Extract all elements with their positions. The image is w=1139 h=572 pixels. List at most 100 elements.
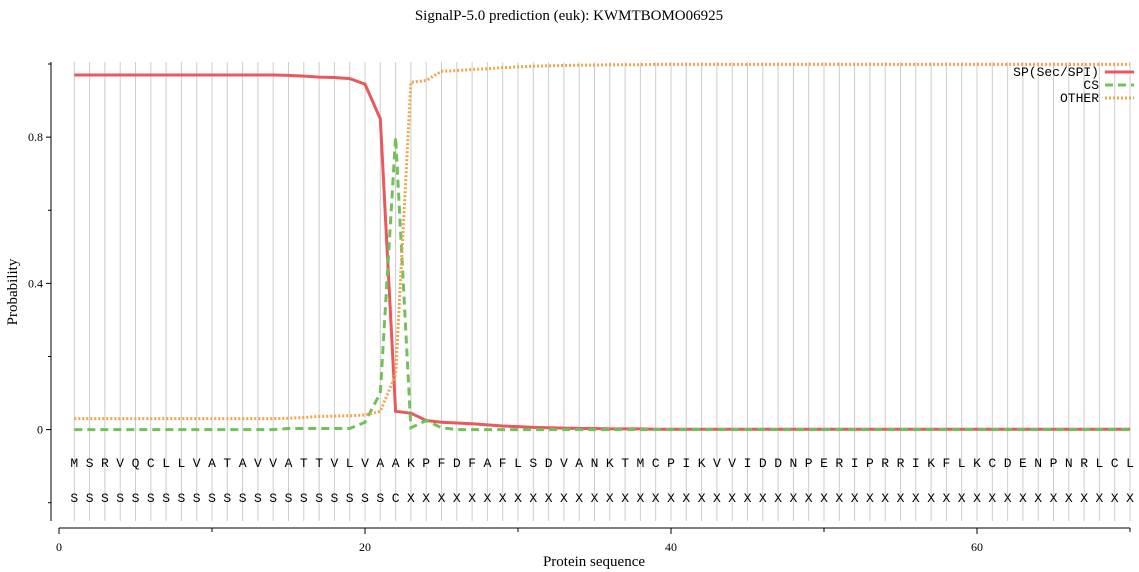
prediction-letter: X (499, 491, 507, 506)
prediction-letter: X (805, 491, 813, 506)
sequence-letter: M (636, 456, 644, 471)
sequence-letter: P (667, 456, 675, 471)
prediction-letter: X (988, 491, 996, 506)
series-line (74, 73, 1130, 431)
prediction-letter: S (162, 491, 170, 506)
sequence-letter: R (881, 456, 889, 471)
prediction-letter: C (392, 491, 400, 506)
prediction-letter: X (774, 491, 782, 506)
sequence-letter: R (835, 456, 843, 471)
y-axis-label: Probability (5, 258, 21, 325)
sequence-letter: L (162, 456, 170, 471)
sequence-letter: T (300, 456, 308, 471)
sequence-letter: A (575, 456, 583, 471)
prediction-letter: X (545, 491, 553, 506)
prediction-letter: S (330, 491, 338, 506)
sequence-letter: K (407, 456, 415, 471)
prediction-letter: X (591, 491, 599, 506)
sequence-letter: T (315, 456, 323, 471)
prediction-letter: S (269, 491, 277, 506)
sequence-letter: A (239, 456, 247, 471)
sequence-letter: C (1111, 456, 1119, 471)
prediction-letter: S (132, 491, 140, 506)
prediction-letter: S (346, 491, 354, 506)
prediction-letter: S (101, 491, 109, 506)
prediction-letter: X (514, 491, 522, 506)
sequence-letter: I (744, 456, 752, 471)
x-tick-label: 0 (56, 540, 62, 554)
series-line (74, 62, 1130, 421)
prediction-letter: X (820, 491, 828, 506)
sequence-letter: V (330, 456, 338, 471)
sequence-letter: I (912, 456, 920, 471)
prediction-letter: X (851, 491, 859, 506)
prediction-letter: X (667, 491, 675, 506)
prediction-letter: S (315, 491, 323, 506)
prediction-letter: X (1111, 491, 1119, 506)
sequence-letter: L (177, 456, 185, 471)
sequence-letter: F (499, 456, 507, 471)
sequence-letter: N (1065, 456, 1073, 471)
sequence-letter: P (422, 456, 430, 471)
legend-label: SP(Sec/SPI) (1013, 65, 1099, 80)
sequence-letter: F (942, 456, 950, 471)
prediction-letter: X (835, 491, 843, 506)
prediction-letter: X (942, 491, 950, 506)
prediction-letter: X (1050, 491, 1058, 506)
prediction-letter: X (453, 491, 461, 506)
prediction-letter: S (208, 491, 216, 506)
sequence-letter: V (560, 456, 568, 471)
prediction-letter: X (713, 491, 721, 506)
sequence-letter: D (759, 456, 767, 471)
sequence-letter: L (514, 456, 522, 471)
prediction-letter: X (1095, 491, 1103, 506)
prediction-letter: X (866, 491, 874, 506)
sequence-letter: C (988, 456, 996, 471)
prediction-letter: X (652, 491, 660, 506)
sequence-letter: V (254, 456, 262, 471)
prediction-letter: X (958, 491, 966, 506)
prediction-letter: S (239, 491, 247, 506)
y-tick-label: 0 (37, 423, 43, 437)
legend-label: CS (1083, 78, 1099, 93)
sequence-letter: P (1050, 456, 1058, 471)
x-tick-label: 20 (359, 540, 371, 554)
sequence-letter: K (698, 456, 706, 471)
sequence-letter: S (529, 456, 537, 471)
prediction-letter: S (285, 491, 293, 506)
sequence-letter: A (285, 456, 293, 471)
prediction-letter: X (1034, 491, 1042, 506)
sequence-letter: N (789, 456, 797, 471)
prediction-letter: X (912, 491, 920, 506)
sequence-letter: Q (132, 456, 140, 471)
sequence-letter: L (958, 456, 966, 471)
sequence-letter: A (376, 456, 384, 471)
sequence-letter: I (682, 456, 690, 471)
sequence-letter: V (361, 456, 369, 471)
series-line (74, 137, 1130, 432)
prediction-letter: X (621, 491, 629, 506)
prediction-letter: X (468, 491, 476, 506)
sequence-letter: M (70, 456, 78, 471)
prediction-letter: S (116, 491, 124, 506)
y-tick-label: 0.8 (28, 130, 43, 144)
prediction-letter: X (881, 491, 889, 506)
prediction-letter: X (1080, 491, 1088, 506)
x-axis-label: Protein sequence (543, 554, 645, 570)
prediction-letter: X (1065, 491, 1073, 506)
x-tick-label: 60 (971, 540, 983, 554)
sequence-letter: V (116, 456, 124, 471)
sequence-letter: V (713, 456, 721, 471)
sequence-letter: K (973, 456, 981, 471)
y-tick-label: 0.4 (28, 276, 43, 290)
sequence-letter: P (805, 456, 813, 471)
sequence-letter: I (851, 456, 859, 471)
sequence-letter: R (1080, 456, 1088, 471)
prediction-letter: X (529, 491, 537, 506)
prediction-letter: S (300, 491, 308, 506)
prediction-letter: X (1126, 491, 1134, 506)
prediction-letter: S (147, 491, 155, 506)
sequence-letter: K (927, 456, 935, 471)
sequence-letter: T (621, 456, 629, 471)
